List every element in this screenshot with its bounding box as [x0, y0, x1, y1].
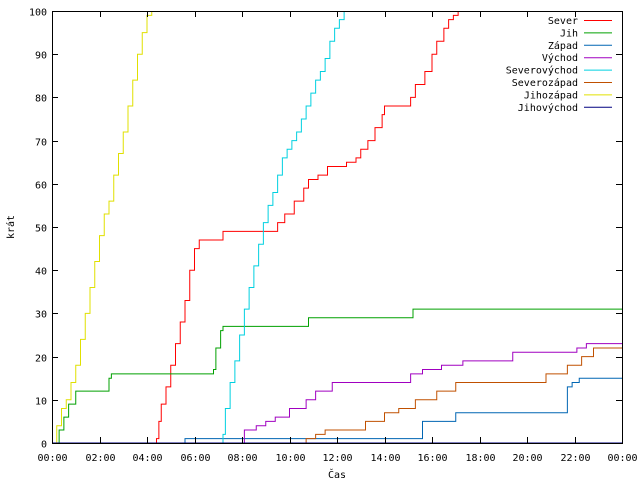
legend-label: Jih: [560, 28, 578, 39]
y-tick-label: 30: [35, 310, 47, 321]
x-tick-label: 12:00: [322, 453, 352, 464]
y-tick-label: 70: [35, 138, 47, 149]
y-tick-label: 100: [29, 8, 47, 19]
axis-ticks: [52, 11, 623, 444]
x-tick-label: 22:00: [560, 453, 590, 464]
y-tick-label: 40: [35, 267, 47, 278]
x-axis-label: Čas: [328, 468, 346, 480]
plot-lines: [52, 11, 622, 443]
series-line-jihozápad: [52, 11, 622, 443]
legend-label: Západ: [548, 40, 578, 52]
x-tick-label: 00:00: [607, 453, 637, 464]
series-line-severozápad: [52, 347, 622, 443]
series-line-západ: [52, 377, 622, 443]
series-line-východ: [52, 343, 622, 443]
y-tick-label: 10: [35, 397, 47, 408]
x-tick-label: 16:00: [417, 453, 447, 464]
legend-label: Jihozápad: [524, 89, 578, 101]
x-tick-label: 00:00: [37, 453, 67, 464]
x-tick-label: 18:00: [465, 453, 495, 464]
y-tick-label: 90: [35, 51, 47, 62]
y-axis-label: krát: [5, 215, 17, 239]
x-tick-label: 10:00: [275, 453, 305, 464]
legend-label: Jihovýchod: [518, 102, 578, 114]
legend: SeverJihZápadVýchodSeverovýchodSeverozáp…: [506, 16, 612, 114]
series-line-sever: [52, 11, 622, 443]
legend-label: Sever: [548, 16, 578, 27]
y-tick-label: 60: [35, 181, 47, 192]
x-tick-label: 04:00: [132, 453, 162, 464]
x-tick-label: 06:00: [180, 453, 210, 464]
y-tick-label: 80: [35, 94, 47, 105]
x-tick-label: 08:00: [227, 453, 257, 464]
legend-label: Východ: [542, 52, 578, 64]
legend-label: Severovýchod: [506, 65, 578, 77]
y-tick-label: 0: [41, 440, 47, 451]
x-tick-label: 02:00: [85, 453, 115, 464]
x-tick-label: 20:00: [512, 453, 542, 464]
series-line-jih: [52, 308, 622, 443]
y-axis-tick-labels: 0 10 20 30 40 50 60 70 80 90 100: [29, 8, 47, 451]
x-axis-tick-labels: 00:00 02:00 04:00 06:00 08:00 10:00 12:00 14:00…: [37, 453, 637, 464]
y-tick-label: 50: [35, 224, 47, 235]
x-tick-label: 14:00: [370, 453, 400, 464]
y-tick-label: 20: [35, 354, 47, 365]
legend-label: Severozápad: [512, 77, 578, 89]
series-line-severovýchod: [52, 11, 622, 443]
